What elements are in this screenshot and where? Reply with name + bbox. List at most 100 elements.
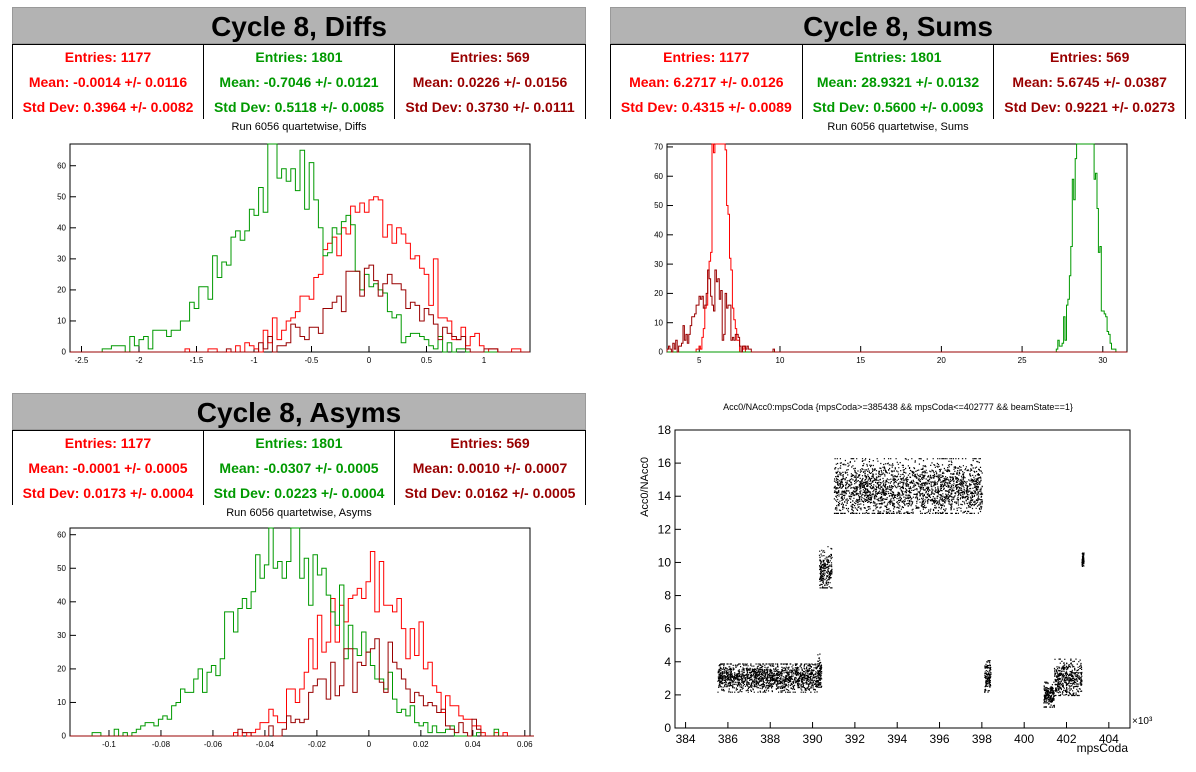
x-tick-label: -2 xyxy=(135,356,143,365)
stat-mean: Mean: -0.7046 +/- 0.0121 xyxy=(219,73,379,90)
asyms-banner: Cycle 8, Asyms xyxy=(12,393,586,430)
stat-std: Std Dev: 0.3730 +/- 0.0111 xyxy=(405,98,575,115)
diffs-subtitle: Run 6056 quartetwise, Diffs xyxy=(231,121,367,133)
histogram-series-green xyxy=(70,527,534,737)
stat-entries: Entries: 1177 xyxy=(663,49,750,66)
y-tick-label: 10 xyxy=(57,698,66,707)
y-tick-label: 14 xyxy=(658,489,672,503)
x-tick-label: 30 xyxy=(1098,356,1107,365)
stat-mean: Mean: 0.0226 +/- 0.0156 xyxy=(412,73,568,90)
scatter-title: Acc0/NAcc0:mpsCoda {mpsCoda>=385438 && m… xyxy=(723,402,1073,412)
x-tick-label: -0.02 xyxy=(308,740,327,749)
x-tick-label: 386 xyxy=(718,732,738,746)
stats-green: Entries: 1801 Mean: 28.9321 +/- 0.0132 S… xyxy=(803,45,995,119)
asyms-subtitle: Run 6056 quartetwise, Asyms xyxy=(226,507,372,519)
x-tick-label: 10 xyxy=(776,356,785,365)
x-tick-label: 384 xyxy=(676,732,696,746)
y-tick-label: 6 xyxy=(664,622,671,636)
y-tick-label: 4 xyxy=(664,655,671,669)
y-tick-label: 20 xyxy=(654,289,663,298)
stats-red: Entries: 1177 Mean: -0.0014 +/- 0.0116 S… xyxy=(13,45,204,119)
plot-frame xyxy=(674,429,1131,729)
histogram-series-green xyxy=(667,143,1128,353)
x-tick-label: 0 xyxy=(367,740,372,749)
x-tick-label: -1 xyxy=(250,356,258,365)
y-tick-label: 10 xyxy=(658,555,672,569)
histogram-series-darkred xyxy=(70,264,530,353)
histogram-series-green xyxy=(70,143,530,353)
stat-entries: Entries: 1177 xyxy=(64,49,152,66)
x-tick-label: 20 xyxy=(937,356,946,365)
stats-green: Entries: 1801 Mean: -0.0307 +/- 0.0005 S… xyxy=(204,431,395,505)
y-tick-label: 40 xyxy=(57,223,66,232)
stat-std: Std Dev: 0.5600 +/- 0.0093 xyxy=(812,98,984,115)
stat-std: Std Dev: 0.3964 +/- 0.0082 xyxy=(22,98,194,115)
x-axis-label: mpsCoda xyxy=(1077,741,1129,755)
stat-std: Std Dev: 0.0162 +/- 0.0005 xyxy=(404,484,576,501)
stat-entries: Entries: 1801 xyxy=(255,49,343,66)
x-tick-label: 402 xyxy=(1056,732,1076,746)
y-tick-label: 20 xyxy=(57,665,66,674)
x-tick-label: 390 xyxy=(803,732,823,746)
x-tick-label: 0.02 xyxy=(413,740,429,749)
scatter-cluster xyxy=(984,660,992,693)
stat-entries: Entries: 1801 xyxy=(854,49,942,66)
stat-std: Std Dev: 0.9221 +/- 0.0273 xyxy=(1004,98,1176,115)
y-tick-label: 0 xyxy=(664,721,671,735)
x-tick-label: -0.1 xyxy=(102,740,116,749)
plot-frame xyxy=(69,143,531,353)
x-tick-label: 400 xyxy=(1014,732,1034,746)
stats-green: Entries: 1801 Mean: -0.7046 +/- 0.0121 S… xyxy=(204,45,395,119)
y-tick-label: 40 xyxy=(57,597,66,606)
stat-mean: Mean: -0.0014 +/- 0.0116 xyxy=(28,73,188,90)
x-multiplier-label: ×10³ xyxy=(1132,716,1153,727)
y-tick-label: 50 xyxy=(57,192,66,201)
x-tick-label: 392 xyxy=(845,732,865,746)
x-tick-label: 25 xyxy=(1018,356,1027,365)
y-tick-label: 10 xyxy=(654,318,663,327)
stat-std: Std Dev: 0.0173 +/- 0.0004 xyxy=(22,484,194,501)
y-tick-label: 30 xyxy=(57,631,66,640)
y-tick-label: 0 xyxy=(659,348,664,357)
x-tick-label: 0.04 xyxy=(465,740,481,749)
y-tick-label: 0 xyxy=(62,348,67,357)
stats-darkred: Entries: 569 Mean: 0.0226 +/- 0.0156 Std… xyxy=(395,45,585,119)
y-tick-label: 20 xyxy=(57,286,66,295)
y-tick-label: 70 xyxy=(654,143,663,152)
sums-stats-box: Entries: 1177 Mean: 6.2717 +/- 0.0126 St… xyxy=(610,44,1186,119)
y-tick-label: 60 xyxy=(654,172,663,181)
x-tick-label: -0.08 xyxy=(152,740,171,749)
y-tick-label: 60 xyxy=(57,161,66,170)
x-tick-label: 388 xyxy=(760,732,780,746)
stat-entries: Entries: 1801 xyxy=(255,435,343,452)
stat-mean: Mean: -0.0307 +/- 0.0005 xyxy=(219,459,379,476)
x-tick-label: 404 xyxy=(1099,732,1119,746)
y-tick-label: 8 xyxy=(664,589,671,603)
stat-entries: Entries: 569 xyxy=(450,435,530,452)
stat-mean: Mean: 6.2717 +/- 0.0126 xyxy=(629,73,784,90)
histogram-series-red xyxy=(70,551,534,737)
x-tick-label: 394 xyxy=(887,732,907,746)
asyms-histogram: -0.1 -0.08 -0.06 -0.04 -0.02 0 0.02 0.04 0.06 0 10… xyxy=(57,527,534,749)
stat-std: Std Dev: 0.4315 +/- 0.0089 xyxy=(620,98,792,115)
stats-red: Entries: 1177 Mean: -0.0001 +/- 0.0005 S… xyxy=(13,431,204,505)
stat-mean: Mean: 28.9321 +/- 0.0132 xyxy=(816,73,980,90)
sums-subtitle: Run 6056 quartetwise, Sums xyxy=(827,121,969,133)
diffs-stats-box: Entries: 1177 Mean: -0.0014 +/- 0.0116 S… xyxy=(12,44,586,119)
x-tick-label: -0.04 xyxy=(256,740,275,749)
y-tick-label: 18 xyxy=(658,423,672,437)
asyms-stats-box: Entries: 1177 Mean: -0.0001 +/- 0.0005 S… xyxy=(12,430,586,505)
y-tick-label: 12 xyxy=(658,522,672,536)
stat-entries: Entries: 569 xyxy=(1049,49,1130,66)
stat-mean: Mean: 5.6745 +/- 0.0387 xyxy=(1012,73,1167,90)
scatter-cluster xyxy=(818,546,833,589)
plot-frame xyxy=(666,143,1128,353)
x-tick-label: 0.06 xyxy=(517,740,533,749)
histogram-series-darkred xyxy=(666,269,1128,353)
x-tick-label: -0.06 xyxy=(204,740,223,749)
scatter-points xyxy=(717,458,1085,708)
stat-entries: Entries: 1177 xyxy=(64,435,152,452)
x-tick-label: -1.5 xyxy=(190,356,204,365)
stat-mean: Mean: -0.0001 +/- 0.0005 xyxy=(28,459,188,476)
histogram-series-red xyxy=(70,196,530,353)
